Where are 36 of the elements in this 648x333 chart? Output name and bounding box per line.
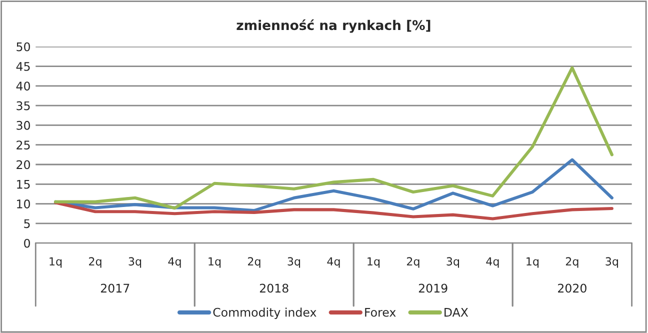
y-tick-label: 0	[24, 238, 30, 248]
x-tick-label: 2q	[89, 257, 102, 268]
x-tick-label: 2q	[566, 257, 578, 268]
x-tick-label: 1q	[50, 257, 62, 268]
text: 2019	[418, 284, 448, 293]
text: 2017	[100, 284, 130, 293]
x-tick-label: 3q	[446, 257, 460, 268]
legend-label: DAX	[444, 308, 468, 317]
y-tick-label: 50	[16, 42, 30, 52]
x-tick-label: 4q	[486, 257, 499, 268]
x-tick-label: 1q	[368, 257, 380, 268]
x-tick-label: 3q	[288, 257, 300, 268]
y-tick-label: 40	[16, 82, 30, 91]
x-tick-label: 1q	[526, 257, 538, 268]
x-tick-label: 4q	[168, 257, 181, 268]
y-tick-label: 5	[24, 219, 30, 228]
y-tick-label: 10	[17, 200, 30, 208]
y-tick-label: 30	[16, 120, 30, 130]
x-tick-label: 1q	[208, 257, 221, 268]
line-series	[54, 66, 614, 210]
y-tick-label: 35	[16, 101, 30, 110]
legend-label: Forex	[365, 308, 396, 317]
x-tick-label: 2q	[248, 257, 260, 268]
text: 2020	[558, 284, 586, 293]
text: 2018	[260, 284, 288, 293]
line-series	[54, 201, 614, 220]
x-tick-label: 3q	[606, 257, 618, 268]
y-tick-label: 45	[16, 62, 30, 71]
y-tick-label: 20	[16, 160, 30, 170]
chart-title: zmienność na rynkach [%]	[236, 19, 430, 33]
x-tick-label: 2q	[406, 257, 420, 268]
x-tick-label: 3q	[128, 257, 142, 268]
x-tick-label: 4q	[327, 257, 340, 268]
y-tick-label: 15	[17, 180, 30, 189]
y-tick-label: 25	[16, 140, 30, 150]
legend-label: Commodity index	[213, 308, 316, 320]
